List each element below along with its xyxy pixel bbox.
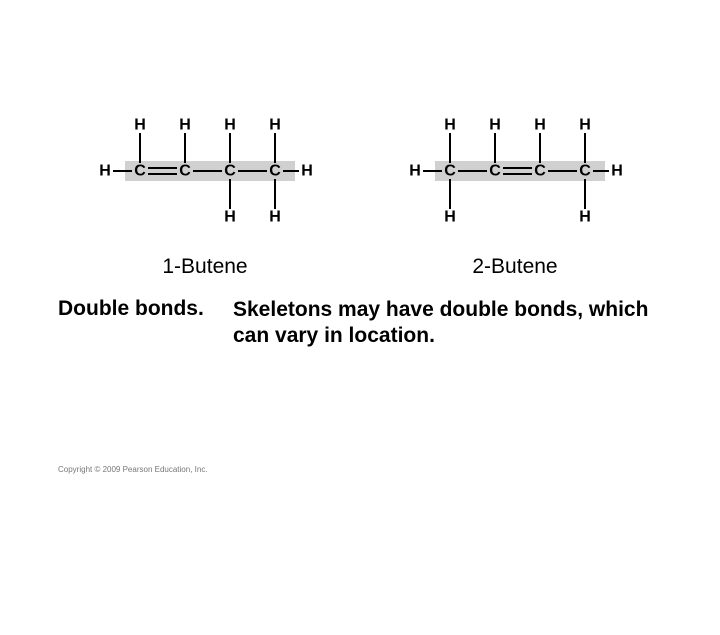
svg-text:H: H	[301, 163, 313, 180]
molecule-1-butene-diagram: H C C C C H H H H H H H	[85, 95, 325, 245]
svg-text:C: C	[269, 163, 281, 180]
svg-text:C: C	[134, 163, 146, 180]
svg-text:H: H	[224, 209, 236, 226]
svg-text:C: C	[534, 163, 546, 180]
svg-text:H: H	[444, 209, 456, 226]
svg-text:H: H	[579, 117, 591, 134]
svg-text:H: H	[611, 163, 623, 180]
svg-text:H: H	[224, 117, 236, 134]
svg-text:C: C	[489, 163, 501, 180]
molecule-1-butene: H C C C C H H H H H H H 1-Butene	[85, 95, 325, 279]
svg-text:H: H	[269, 209, 281, 226]
svg-text:H: H	[444, 117, 456, 134]
molecule-2-butene: H C C C C H H H H H H H 2-Butene	[395, 95, 635, 279]
svg-text:H: H	[409, 163, 421, 180]
svg-text:H: H	[534, 117, 546, 134]
molecule-2-butene-label: 2-Butene	[472, 255, 557, 279]
svg-text:H: H	[579, 209, 591, 226]
svg-text:H: H	[179, 117, 191, 134]
svg-text:H: H	[99, 163, 111, 180]
svg-text:H: H	[489, 117, 501, 134]
copyright-text: Copyright © 2009 Pearson Education, Inc.	[58, 465, 208, 474]
svg-text:C: C	[224, 163, 236, 180]
svg-text:C: C	[179, 163, 191, 180]
molecule-1-butene-label: 1-Butene	[162, 255, 247, 279]
svg-text:C: C	[444, 163, 456, 180]
svg-text:H: H	[134, 117, 146, 134]
caption-row: Double bonds. Skeletons may have double …	[0, 297, 720, 350]
svg-text:H: H	[269, 117, 281, 134]
molecule-2-butene-diagram: H C C C C H H H H H H H	[395, 95, 635, 245]
molecules-row: H C C C C H H H H H H H 1-Butene H C C C C H H H H H H H 2-But…	[0, 95, 720, 279]
svg-text:C: C	[579, 163, 591, 180]
caption-body: Skeletons may have double bonds, which c…	[233, 297, 663, 350]
caption-term: Double bonds.	[58, 297, 233, 350]
